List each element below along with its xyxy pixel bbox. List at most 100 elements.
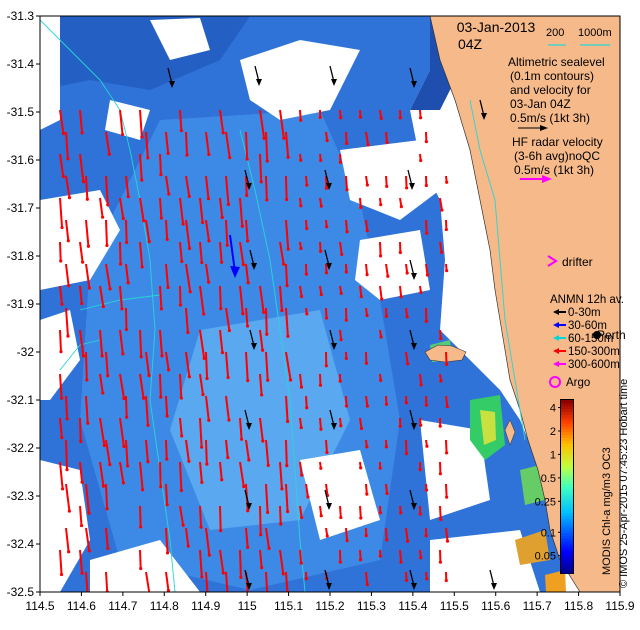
altimetric-arrow — [249, 329, 257, 350]
hf-radar-vectors — [59, 109, 450, 592]
colorbar-segment — [561, 544, 573, 548]
altimetric-arrow — [409, 329, 417, 350]
hf-radar-arrow — [378, 505, 382, 515]
colorbar-tick-label: 0.5 — [541, 473, 556, 485]
altimetric-arrow — [409, 569, 417, 590]
hf-radar-arrow — [165, 263, 170, 290]
hf-radar-arrow — [265, 527, 271, 550]
colorbar-segment — [561, 431, 573, 436]
colorbar-segment — [561, 417, 573, 421]
hf-radar-arrow — [365, 307, 369, 318]
hf-radar-arrow — [319, 417, 323, 431]
colorbar-segment — [561, 492, 573, 496]
colorbar-segment — [561, 515, 573, 519]
altimetric-arrow — [479, 99, 487, 120]
hf-radar-arrow — [99, 417, 106, 448]
hf-radar-arrow — [59, 241, 63, 263]
altimetric-arrow — [244, 409, 252, 430]
y-tick-label: -32.2 — [7, 441, 35, 455]
colorbar-segment — [561, 408, 573, 413]
colorbar-segment — [561, 469, 573, 473]
hf-radar-arrow — [279, 109, 286, 140]
altimetric-arrow — [409, 259, 417, 280]
hf-radar-arrow — [438, 417, 442, 428]
hf-radar-arrow — [299, 373, 304, 389]
hf-radar-arrow — [79, 109, 84, 135]
altimetric-line-3: 03-Jan 04Z — [510, 97, 571, 111]
hf-radar-arrow — [259, 329, 265, 352]
hf-radar-arrow — [359, 417, 364, 431]
hf-radar-arrow — [265, 175, 269, 202]
colorbar-segment — [561, 434, 573, 438]
hf-radar-arrow — [385, 263, 390, 278]
hf-radar-arrow — [145, 395, 150, 427]
hf-radar-arrow — [105, 131, 111, 156]
hf-radar-arrow — [259, 109, 266, 140]
anmn-legend-item: 150-300m — [553, 346, 620, 358]
hf-radar-arrow — [105, 219, 109, 248]
hf-radar-arrow — [105, 175, 110, 207]
colorbar-segment — [561, 463, 573, 467]
hf-radar-arrow — [205, 263, 211, 284]
altimetric-arrow — [167, 67, 175, 88]
x-tick-label: 115.6 — [481, 599, 510, 613]
hf-radar-arrow — [185, 527, 190, 548]
hf-radar-arrow — [159, 373, 163, 399]
hf-radar-arrow — [338, 549, 342, 564]
hf-radar-arrow — [185, 219, 192, 251]
hf-radar-arrow — [139, 549, 143, 571]
hf-radar-arrow — [159, 197, 163, 220]
hf-radar-arrow — [59, 417, 64, 440]
hf-radar-arrow — [125, 175, 130, 199]
hf-radar-arrow — [65, 219, 70, 243]
hf-radar-arrow — [445, 263, 449, 273]
hf-radar-arrow — [185, 439, 191, 463]
hf-radar-arrow — [319, 153, 323, 162]
hf-radar-arrow — [424, 131, 428, 144]
hf-radar-arrow — [365, 439, 369, 449]
hf-radar-arrow — [398, 417, 402, 428]
hf-radar-arrow — [79, 329, 86, 358]
hf-line-2: 0.5m/s (1kt 3h) — [514, 163, 594, 177]
hf-radar-arrow — [205, 571, 209, 592]
hf-radar-arrow — [344, 351, 348, 361]
hf-radar-arrow — [404, 395, 408, 405]
nearshore-bloom — [430, 340, 566, 592]
colorbar-segment — [561, 420, 573, 424]
hf-radar-arrow — [279, 549, 285, 576]
hf-radar-arrow — [405, 175, 409, 190]
hf-radar-arrow — [345, 219, 349, 234]
y-tick-label: -31.3 — [7, 9, 35, 23]
anmn-legend-item: 60-150m — [553, 333, 613, 345]
hf-radar-arrow — [418, 505, 422, 516]
y-tick-label: -31.4 — [7, 57, 35, 71]
hf-radar-arrow — [179, 373, 183, 400]
colorbar-tick-label: 0.1 — [541, 527, 556, 539]
hf-radar-arrow — [85, 527, 91, 553]
hf-radar-arrow — [79, 461, 84, 484]
hf-radar-arrow — [259, 417, 265, 443]
hf-radar-arrow — [185, 263, 192, 294]
x-tick-label: 114.9 — [191, 599, 220, 613]
hf-radar-arrow — [65, 527, 71, 554]
hf-radar-arrow — [59, 329, 63, 354]
hf-radar-arrow — [365, 395, 369, 408]
hf-radar-arrow — [219, 197, 224, 220]
hf-radar-arrow — [145, 131, 150, 160]
hf-radar-arrow — [59, 197, 64, 230]
altimetric-note: Altimetric sealevel (0.1m contours) and … — [508, 55, 605, 131]
hf-radar-arrow — [139, 505, 143, 529]
hf-radar-arrow — [425, 439, 429, 448]
hf-radar-arrow — [439, 197, 444, 212]
altimetric-arrow — [324, 169, 332, 190]
hf-radar-arrow — [419, 373, 423, 387]
hf-radar-arrow — [418, 109, 423, 120]
altimetric-arrow — [324, 489, 332, 510]
hf-radar-arrow — [219, 285, 223, 311]
altimetric-arrow — [407, 169, 415, 190]
hf-radar-arrow — [179, 461, 183, 493]
hf-radar-arrow — [325, 439, 329, 455]
hf-radar-arrow — [119, 329, 125, 356]
hf-radar-arrow — [385, 483, 389, 496]
colorbar-segment — [561, 486, 573, 490]
